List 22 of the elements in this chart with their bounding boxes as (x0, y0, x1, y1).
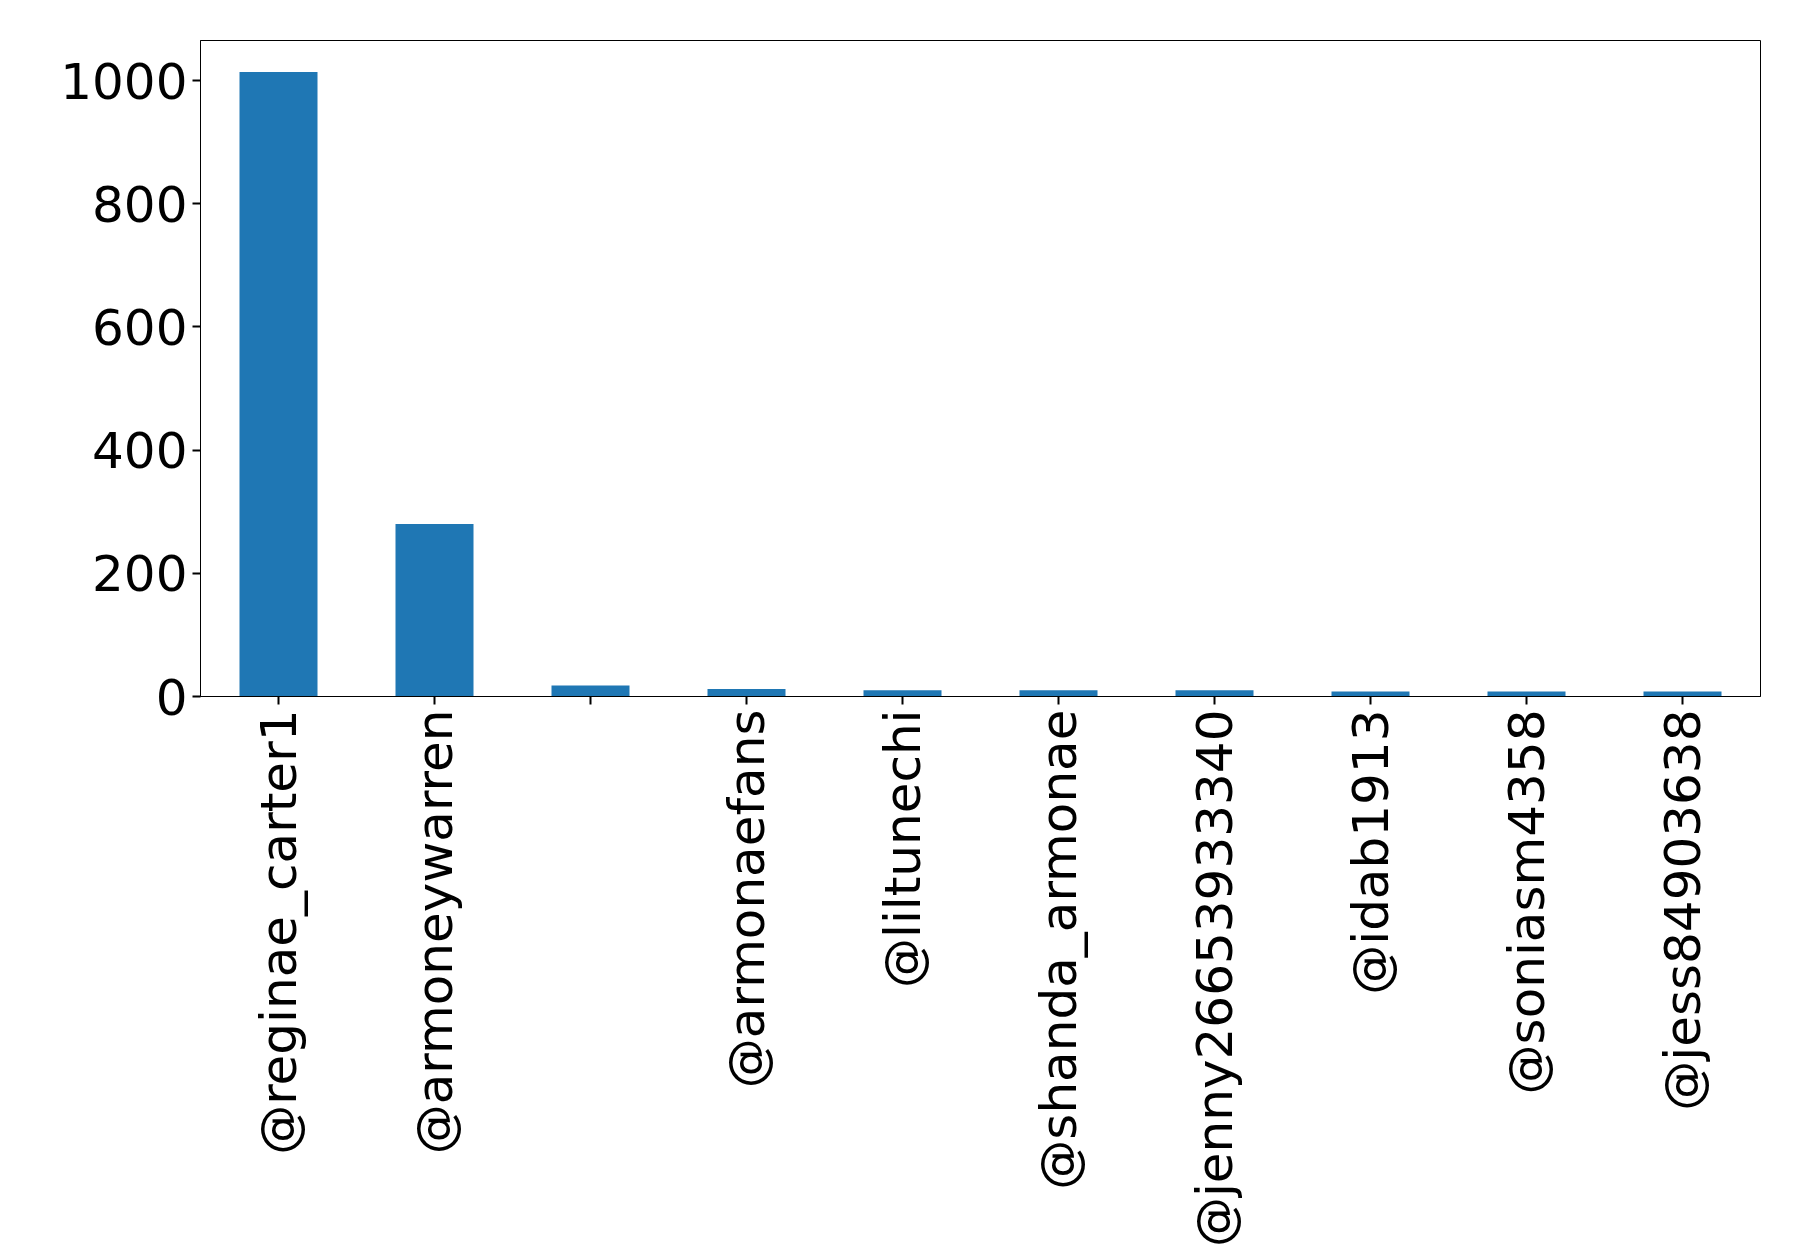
y-tick-label: 200 (92, 545, 188, 604)
x-tick-label: @jenny26653933340 (1185, 709, 1244, 1248)
x-tick-label: @reginae_carter1 (249, 709, 308, 1155)
x-tick-label: @liltunechi (873, 709, 932, 988)
x-tick-label: @armoneywarren (405, 709, 464, 1155)
bar (239, 71, 318, 697)
bar (1019, 690, 1098, 697)
y-tick-label: 400 (92, 422, 188, 481)
bar (707, 689, 786, 697)
x-tick-label: @armonaefans (717, 709, 776, 1089)
y-tick-label: 0 (155, 668, 188, 727)
x-tick-label: @jess84903638 (1653, 709, 1712, 1111)
bar (863, 690, 942, 697)
bar (1175, 690, 1254, 697)
y-tick-label: 1000 (60, 52, 188, 111)
x-tick-label: @idab1913 (1341, 709, 1400, 995)
x-tick-label: @shanda_armonae (1029, 709, 1088, 1190)
bar (551, 685, 630, 697)
y-tick-label: 600 (92, 298, 188, 357)
y-tick-label: 800 (92, 175, 188, 234)
x-tick-label: @soniasm4358 (1497, 709, 1556, 1095)
bar (395, 524, 474, 697)
